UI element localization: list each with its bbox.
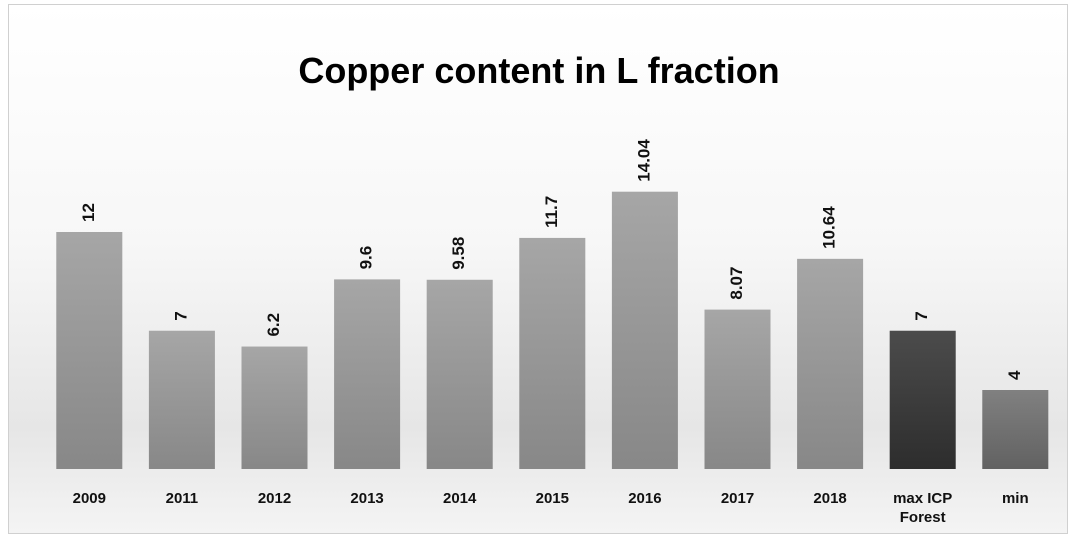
x-tick-label: 2016: [628, 490, 662, 507]
data-label: 7: [912, 311, 931, 320]
bar: [519, 237, 586, 469]
data-label: 6.2: [264, 313, 283, 337]
bar: [797, 258, 864, 469]
x-tick-label: 2009: [72, 490, 106, 507]
data-label: 10.64: [820, 206, 839, 249]
x-tick-label: min: [1001, 490, 1029, 507]
bar: [889, 330, 956, 469]
x-tick-label: max ICP Forest: [893, 490, 953, 526]
data-label: 9.6: [357, 246, 376, 270]
data-label: 8.07: [727, 267, 746, 300]
chart-area: Copper content in L fraction 12 7 6.2 9.6 9.…: [8, 4, 1068, 534]
data-label: 9.58: [449, 237, 468, 270]
bar: [704, 309, 771, 469]
bar: [56, 232, 123, 469]
bar: [148, 330, 215, 469]
bar: [334, 279, 401, 469]
data-label: 11.7: [542, 196, 561, 228]
chart-title: Copper content in L fraction: [298, 50, 779, 91]
bar: [611, 191, 678, 469]
x-tick-label: 2017: [720, 490, 755, 507]
x-tick-label: 2011: [165, 490, 199, 507]
x-tick-label: 2012: [257, 490, 292, 507]
x-tick-label: 2018: [813, 490, 847, 507]
data-label: 12: [79, 203, 98, 222]
x-tick-label: 2014: [443, 490, 477, 507]
data-label: 14.04: [634, 139, 653, 182]
bar: [241, 346, 308, 469]
data-label: 4: [1005, 370, 1024, 380]
data-label: 7: [171, 311, 190, 320]
bar: [982, 390, 1049, 469]
x-tick-label: 2013: [350, 490, 384, 507]
chart: Copper content in L fraction 12 7 6.2 9.6 9.…: [56, 50, 1049, 469]
bar: [426, 279, 493, 469]
x-tick-label: 2015: [535, 490, 569, 507]
